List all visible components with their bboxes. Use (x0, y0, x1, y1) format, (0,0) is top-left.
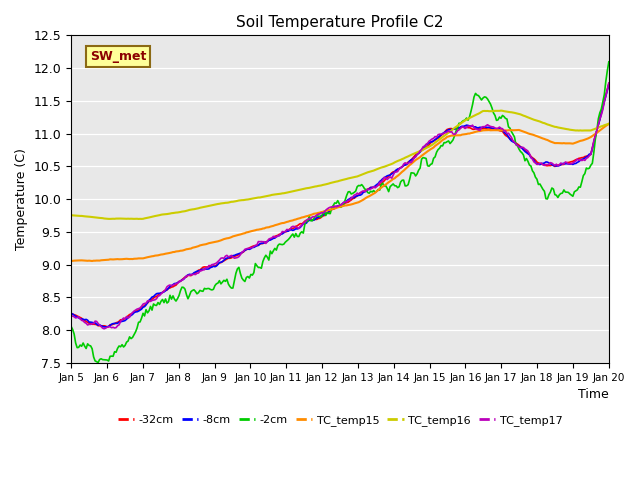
TC_temp15 (133, 256, 141, 262)
TC_temp17 (256, 239, 264, 245)
Line: TC_temp17: TC_temp17 (71, 83, 609, 329)
-8cm (229, 253, 237, 259)
TC_temp15 (575, 139, 582, 144)
TC_temp17 (100, 326, 108, 332)
Title: Soil Temperature Profile C2: Soil Temperature Profile C2 (236, 15, 444, 30)
TC_temp16 (67, 212, 75, 218)
TC_temp15 (246, 229, 253, 235)
-32cm (304, 218, 312, 224)
-32cm (229, 254, 237, 260)
TC_temp17 (229, 254, 237, 260)
Line: -8cm: -8cm (71, 84, 609, 327)
TC_temp16 (605, 121, 612, 127)
TC_temp16 (256, 194, 264, 200)
TC_temp15 (228, 234, 236, 240)
-2cm (256, 264, 264, 270)
TC_temp17 (247, 245, 255, 251)
-32cm (256, 241, 264, 247)
-2cm (605, 59, 612, 65)
-2cm (304, 218, 312, 224)
TC_temp15 (303, 214, 310, 219)
-2cm (229, 285, 237, 291)
Line: TC_temp15: TC_temp15 (71, 124, 609, 261)
TC_temp16 (497, 108, 505, 113)
-32cm (605, 81, 612, 86)
-8cm (67, 311, 75, 316)
TC_temp17 (304, 216, 312, 222)
-32cm (134, 307, 142, 313)
TC_temp16 (134, 216, 142, 222)
TC_temp15 (605, 121, 612, 127)
Line: -32cm: -32cm (71, 84, 609, 327)
Y-axis label: Temperature (C): Temperature (C) (15, 148, 28, 250)
Line: -2cm: -2cm (71, 62, 609, 363)
TC_temp17 (134, 306, 142, 312)
-8cm (577, 157, 584, 163)
TC_temp16 (247, 196, 255, 202)
-32cm (103, 324, 111, 330)
TC_temp16 (304, 185, 312, 191)
-8cm (256, 241, 264, 247)
TC_temp16 (578, 128, 586, 133)
TC_temp16 (133, 216, 141, 222)
-2cm (67, 324, 75, 329)
Line: TC_temp16: TC_temp16 (71, 110, 609, 219)
-2cm (247, 272, 255, 277)
TC_temp17 (605, 80, 612, 86)
Legend: -32cm, -8cm, -2cm, TC_temp15, TC_temp16, TC_temp17: -32cm, -8cm, -2cm, TC_temp15, TC_temp16,… (113, 411, 567, 431)
-8cm (100, 324, 108, 330)
-8cm (247, 246, 255, 252)
-32cm (577, 155, 584, 161)
TC_temp17 (577, 156, 584, 162)
TC_temp15 (255, 227, 262, 232)
-2cm (134, 319, 142, 325)
-8cm (134, 308, 142, 314)
-2cm (577, 184, 584, 190)
Text: SW_met: SW_met (90, 50, 147, 63)
TC_temp16 (229, 199, 237, 204)
X-axis label: Time: Time (578, 388, 609, 401)
-2cm (94, 360, 102, 366)
-32cm (67, 311, 75, 316)
-8cm (304, 218, 312, 224)
TC_temp15 (67, 258, 75, 264)
TC_temp17 (67, 313, 75, 319)
-8cm (605, 82, 612, 87)
-32cm (247, 244, 255, 250)
